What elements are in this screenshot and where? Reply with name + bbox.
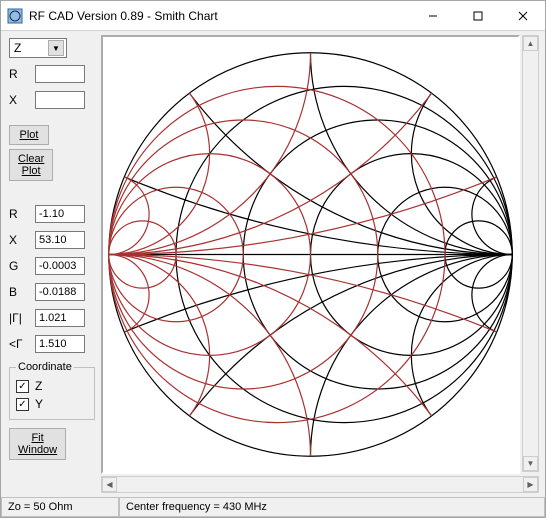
maximize-button[interactable] <box>455 1 500 31</box>
coord-z-checkbox[interactable]: ✓ Z <box>16 377 88 395</box>
status-center-freq: Center frequency = 430 MHz <box>119 498 545 517</box>
scroll-up-icon[interactable]: ▲ <box>523 36 538 51</box>
readout-r-value: -1.10 <box>35 205 85 223</box>
x-input-label: X <box>9 93 31 107</box>
sidebar: Z ▼ R X Plot Clear Plot R -1.10 X 53.10 … <box>1 31 101 497</box>
readout-r-label: R <box>9 207 31 221</box>
checkmark-icon: ✓ <box>16 398 29 411</box>
scroll-right-icon[interactable]: ▶ <box>523 477 538 492</box>
smith-chart[interactable] <box>101 35 520 474</box>
statusbar: Zo = 50 Ohm Center frequency = 430 MHz <box>1 497 545 517</box>
mode-combo[interactable]: Z ▼ <box>9 38 67 58</box>
mode-combo-value: Z <box>14 41 21 55</box>
readout-angle-label: <Γ <box>9 337 31 351</box>
scroll-left-icon[interactable]: ◀ <box>102 477 117 492</box>
x-input[interactable] <box>35 91 85 109</box>
r-input[interactable] <box>35 65 85 83</box>
readout-b-value: -0.0188 <box>35 283 85 301</box>
fit-window-button[interactable]: Fit Window <box>9 428 66 460</box>
readout-gamma-value: 1.021 <box>35 309 85 327</box>
window-title: RF CAD Version 0.89 - Smith Chart <box>29 9 410 23</box>
readout-x-value: 53.10 <box>35 231 85 249</box>
titlebar: RF CAD Version 0.89 - Smith Chart <box>1 1 545 31</box>
plot-button[interactable]: Plot <box>9 125 49 145</box>
readout-x-label: X <box>9 233 31 247</box>
readout-g-value: -0.0003 <box>35 257 85 275</box>
coordinate-group: Coordinate ✓ Z ✓ Y <box>9 361 95 420</box>
coordinate-legend: Coordinate <box>16 361 74 373</box>
scroll-down-icon[interactable]: ▼ <box>523 456 538 471</box>
scrollbar-vertical[interactable]: ▲ ▼ <box>522 35 539 472</box>
clear-plot-button[interactable]: Clear Plot <box>9 149 53 181</box>
scrollbar-horizontal[interactable]: ◀ ▶ <box>101 476 539 493</box>
readout-gamma-label: |Γ| <box>9 311 31 325</box>
checkmark-icon: ✓ <box>16 380 29 393</box>
coord-z-label: Z <box>35 379 42 393</box>
app-icon <box>7 8 23 24</box>
chevron-down-icon: ▼ <box>48 40 64 56</box>
client-area: Z ▼ R X Plot Clear Plot R -1.10 X 53.10 … <box>1 31 545 497</box>
readout-angle-value: 1.510 <box>35 335 85 353</box>
readout-b-label: B <box>9 285 31 299</box>
readout-g-label: G <box>9 259 31 273</box>
minimize-button[interactable] <box>410 1 455 31</box>
r-input-label: R <box>9 67 31 81</box>
coord-y-checkbox[interactable]: ✓ Y <box>16 395 88 413</box>
status-zo: Zo = 50 Ohm <box>1 498 119 517</box>
coord-y-label: Y <box>35 397 43 411</box>
chart-area: ▲ ▼ ◀ ▶ <box>101 31 545 497</box>
close-button[interactable] <box>500 1 545 31</box>
